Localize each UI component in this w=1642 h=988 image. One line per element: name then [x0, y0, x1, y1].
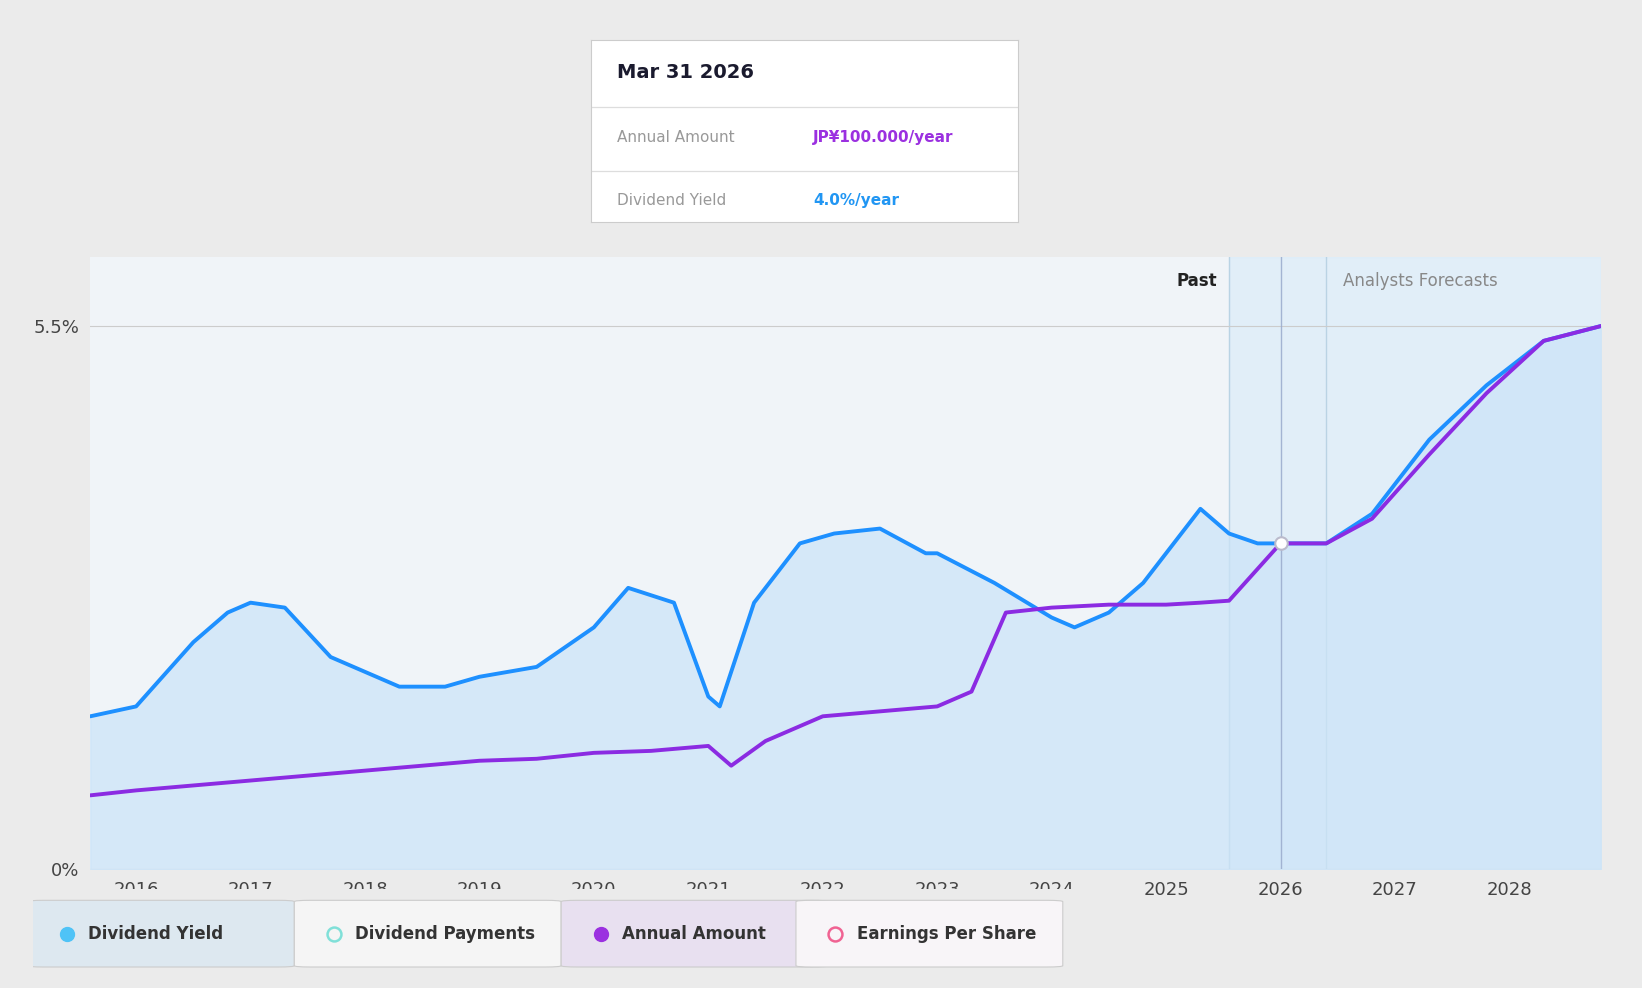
Text: Dividend Payments: Dividend Payments	[355, 925, 535, 943]
Text: Dividend Yield: Dividend Yield	[89, 925, 223, 943]
Text: Dividend Yield: Dividend Yield	[617, 193, 726, 207]
FancyBboxPatch shape	[294, 900, 562, 967]
Text: JP¥100.000/year: JP¥100.000/year	[813, 129, 954, 145]
FancyBboxPatch shape	[796, 900, 1062, 967]
FancyBboxPatch shape	[562, 900, 828, 967]
Text: Analysts Forecasts: Analysts Forecasts	[1343, 273, 1498, 290]
Text: Past: Past	[1177, 273, 1218, 290]
Text: Mar 31 2026: Mar 31 2026	[617, 63, 754, 82]
Text: 4.0%/year: 4.0%/year	[813, 193, 900, 207]
Text: Earnings Per Share: Earnings Per Share	[857, 925, 1036, 943]
Text: Annual Amount: Annual Amount	[622, 925, 765, 943]
FancyBboxPatch shape	[28, 900, 294, 967]
Bar	[1228, 257, 1601, 869]
Text: Annual Amount: Annual Amount	[617, 129, 734, 145]
